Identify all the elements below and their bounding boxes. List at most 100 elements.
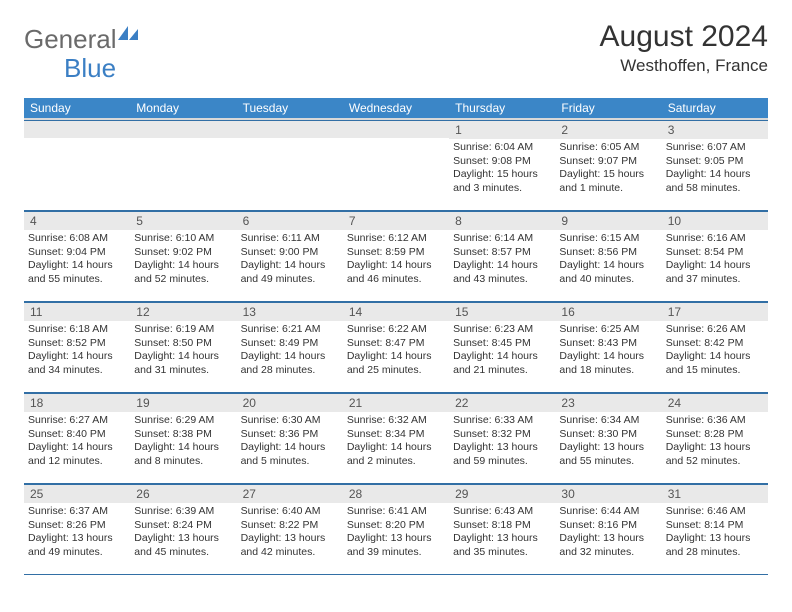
day-number: 14 (343, 302, 449, 321)
day-cell: 12Sunrise: 6:19 AMSunset: 8:50 PMDayligh… (130, 302, 236, 393)
day-number: 29 (449, 484, 555, 503)
day-number: 2 (555, 120, 661, 139)
day-details: Sunrise: 6:29 AMSunset: 8:38 PMDaylight:… (130, 412, 236, 473)
day-cell: 25Sunrise: 6:37 AMSunset: 8:26 PMDayligh… (24, 484, 130, 575)
week-row: 1Sunrise: 6:04 AMSunset: 9:08 PMDaylight… (24, 119, 768, 211)
calendar-table: SundayMondayTuesdayWednesdayThursdayFrid… (24, 98, 768, 575)
day-details: Sunrise: 6:44 AMSunset: 8:16 PMDaylight:… (555, 503, 661, 564)
day-header-cell: Monday (130, 98, 236, 119)
page-header: GeneralBlue August 2024 Westhoffen, Fran… (24, 20, 768, 90)
day-cell: 8Sunrise: 6:14 AMSunset: 8:57 PMDaylight… (449, 211, 555, 302)
day-details: Sunrise: 6:25 AMSunset: 8:43 PMDaylight:… (555, 321, 661, 382)
day-cell (237, 119, 343, 211)
day-details: Sunrise: 6:32 AMSunset: 8:34 PMDaylight:… (343, 412, 449, 473)
day-cell: 18Sunrise: 6:27 AMSunset: 8:40 PMDayligh… (24, 393, 130, 484)
day-header-cell: Sunday (24, 98, 130, 119)
day-details: Sunrise: 6:18 AMSunset: 8:52 PMDaylight:… (24, 321, 130, 382)
logo: GeneralBlue (24, 20, 138, 90)
day-number: 4 (24, 211, 130, 230)
day-details: Sunrise: 6:39 AMSunset: 8:24 PMDaylight:… (130, 503, 236, 564)
day-cell (130, 119, 236, 211)
logo-text-general: General (24, 24, 117, 54)
week-row: 18Sunrise: 6:27 AMSunset: 8:40 PMDayligh… (24, 393, 768, 484)
day-header-cell: Wednesday (343, 98, 449, 119)
day-cell: 20Sunrise: 6:30 AMSunset: 8:36 PMDayligh… (237, 393, 343, 484)
day-details: Sunrise: 6:41 AMSunset: 8:20 PMDaylight:… (343, 503, 449, 564)
day-cell: 9Sunrise: 6:15 AMSunset: 8:56 PMDaylight… (555, 211, 661, 302)
day-number: 22 (449, 393, 555, 412)
day-header-row: SundayMondayTuesdayWednesdayThursdayFrid… (24, 98, 768, 119)
day-details: Sunrise: 6:22 AMSunset: 8:47 PMDaylight:… (343, 321, 449, 382)
month-title: August 2024 (600, 20, 768, 54)
day-number: 8 (449, 211, 555, 230)
day-number: 30 (555, 484, 661, 503)
location-label: Westhoffen, France (600, 56, 768, 76)
day-number: 5 (130, 211, 236, 230)
day-number: 13 (237, 302, 343, 321)
day-details: Sunrise: 6:30 AMSunset: 8:36 PMDaylight:… (237, 412, 343, 473)
day-details: Sunrise: 6:33 AMSunset: 8:32 PMDaylight:… (449, 412, 555, 473)
week-row: 4Sunrise: 6:08 AMSunset: 9:04 PMDaylight… (24, 211, 768, 302)
day-header-cell: Saturday (662, 98, 768, 119)
day-cell: 7Sunrise: 6:12 AMSunset: 8:59 PMDaylight… (343, 211, 449, 302)
day-details: Sunrise: 6:07 AMSunset: 9:05 PMDaylight:… (662, 139, 768, 200)
logo-sail-icon (118, 26, 138, 45)
day-cell: 14Sunrise: 6:22 AMSunset: 8:47 PMDayligh… (343, 302, 449, 393)
day-number: 28 (343, 484, 449, 503)
day-details: Sunrise: 6:40 AMSunset: 8:22 PMDaylight:… (237, 503, 343, 564)
day-number: 10 (662, 211, 768, 230)
day-number: 18 (24, 393, 130, 412)
day-details: Sunrise: 6:46 AMSunset: 8:14 PMDaylight:… (662, 503, 768, 564)
day-cell: 6Sunrise: 6:11 AMSunset: 9:00 PMDaylight… (237, 211, 343, 302)
day-number: 12 (130, 302, 236, 321)
day-cell: 31Sunrise: 6:46 AMSunset: 8:14 PMDayligh… (662, 484, 768, 575)
day-number: 21 (343, 393, 449, 412)
day-number: 19 (130, 393, 236, 412)
day-number: 23 (555, 393, 661, 412)
day-cell: 24Sunrise: 6:36 AMSunset: 8:28 PMDayligh… (662, 393, 768, 484)
day-cell: 10Sunrise: 6:16 AMSunset: 8:54 PMDayligh… (662, 211, 768, 302)
day-details: Sunrise: 6:34 AMSunset: 8:30 PMDaylight:… (555, 412, 661, 473)
title-block: August 2024 Westhoffen, France (600, 20, 768, 76)
day-cell: 15Sunrise: 6:23 AMSunset: 8:45 PMDayligh… (449, 302, 555, 393)
day-header-cell: Tuesday (237, 98, 343, 119)
day-details: Sunrise: 6:12 AMSunset: 8:59 PMDaylight:… (343, 230, 449, 291)
day-cell: 13Sunrise: 6:21 AMSunset: 8:49 PMDayligh… (237, 302, 343, 393)
week-row: 11Sunrise: 6:18 AMSunset: 8:52 PMDayligh… (24, 302, 768, 393)
day-details: Sunrise: 6:23 AMSunset: 8:45 PMDaylight:… (449, 321, 555, 382)
day-details: Sunrise: 6:08 AMSunset: 9:04 PMDaylight:… (24, 230, 130, 291)
day-details: Sunrise: 6:15 AMSunset: 8:56 PMDaylight:… (555, 230, 661, 291)
day-cell: 28Sunrise: 6:41 AMSunset: 8:20 PMDayligh… (343, 484, 449, 575)
day-cell: 21Sunrise: 6:32 AMSunset: 8:34 PMDayligh… (343, 393, 449, 484)
day-cell: 2Sunrise: 6:05 AMSunset: 9:07 PMDaylight… (555, 119, 661, 211)
day-cell: 17Sunrise: 6:26 AMSunset: 8:42 PMDayligh… (662, 302, 768, 393)
day-cell: 29Sunrise: 6:43 AMSunset: 8:18 PMDayligh… (449, 484, 555, 575)
day-details: Sunrise: 6:36 AMSunset: 8:28 PMDaylight:… (662, 412, 768, 473)
day-number: 1 (449, 120, 555, 139)
day-details: Sunrise: 6:43 AMSunset: 8:18 PMDaylight:… (449, 503, 555, 564)
day-number: 9 (555, 211, 661, 230)
day-number: 31 (662, 484, 768, 503)
day-number: 24 (662, 393, 768, 412)
day-details: Sunrise: 6:37 AMSunset: 8:26 PMDaylight:… (24, 503, 130, 564)
logo-text-blue: Blue (64, 53, 116, 83)
empty-day-bar (343, 120, 449, 138)
day-details: Sunrise: 6:26 AMSunset: 8:42 PMDaylight:… (662, 321, 768, 382)
day-details: Sunrise: 6:21 AMSunset: 8:49 PMDaylight:… (237, 321, 343, 382)
day-cell: 19Sunrise: 6:29 AMSunset: 8:38 PMDayligh… (130, 393, 236, 484)
day-details: Sunrise: 6:05 AMSunset: 9:07 PMDaylight:… (555, 139, 661, 200)
day-cell: 4Sunrise: 6:08 AMSunset: 9:04 PMDaylight… (24, 211, 130, 302)
empty-day-bar (24, 120, 130, 138)
day-number: 26 (130, 484, 236, 503)
day-cell: 5Sunrise: 6:10 AMSunset: 9:02 PMDaylight… (130, 211, 236, 302)
day-details: Sunrise: 6:27 AMSunset: 8:40 PMDaylight:… (24, 412, 130, 473)
day-number: 7 (343, 211, 449, 230)
day-cell: 1Sunrise: 6:04 AMSunset: 9:08 PMDaylight… (449, 119, 555, 211)
day-details: Sunrise: 6:16 AMSunset: 8:54 PMDaylight:… (662, 230, 768, 291)
day-cell: 30Sunrise: 6:44 AMSunset: 8:16 PMDayligh… (555, 484, 661, 575)
day-cell: 23Sunrise: 6:34 AMSunset: 8:30 PMDayligh… (555, 393, 661, 484)
week-row: 25Sunrise: 6:37 AMSunset: 8:26 PMDayligh… (24, 484, 768, 575)
day-number: 11 (24, 302, 130, 321)
day-number: 3 (662, 120, 768, 139)
day-cell: 26Sunrise: 6:39 AMSunset: 8:24 PMDayligh… (130, 484, 236, 575)
